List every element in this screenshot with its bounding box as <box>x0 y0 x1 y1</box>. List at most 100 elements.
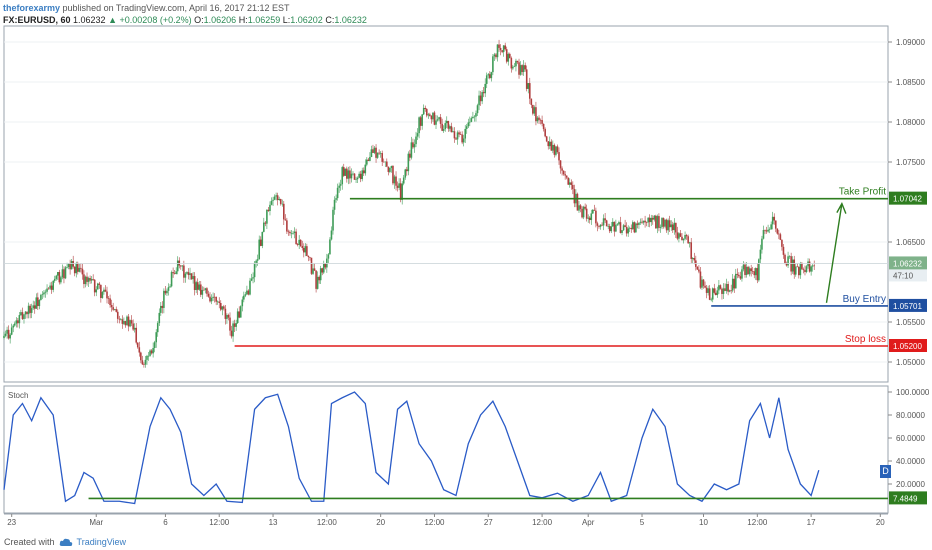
candle-body <box>342 167 345 176</box>
candle-body <box>813 265 816 267</box>
candle-body <box>21 312 24 319</box>
candle-body <box>418 117 420 134</box>
candle-body <box>441 123 443 131</box>
candle-body <box>785 263 788 266</box>
candle-body <box>95 289 98 293</box>
candle-body <box>731 278 734 291</box>
candle-body <box>338 185 340 188</box>
candle-body <box>23 314 25 319</box>
candle-body <box>419 117 422 126</box>
candle-body <box>412 142 414 148</box>
candle-body <box>804 270 806 272</box>
current-price-tag-label: 1.06232 <box>893 259 922 268</box>
candle-body <box>389 167 391 172</box>
candle-body <box>811 265 814 267</box>
candle-body <box>136 342 139 348</box>
candle-body <box>608 226 611 232</box>
candle-body <box>46 288 48 292</box>
candle-body <box>281 203 284 205</box>
stoch-support-tag <box>889 491 927 505</box>
candle-body <box>210 297 213 302</box>
candle-body <box>484 83 487 94</box>
candle-body <box>675 222 677 233</box>
candle-body <box>467 122 470 127</box>
candle-body <box>758 259 760 281</box>
candle-body <box>283 203 285 220</box>
candle-body <box>206 288 208 294</box>
candle-body <box>216 301 219 303</box>
candle-body <box>112 307 114 310</box>
candle-body <box>356 177 359 180</box>
candle-body <box>633 222 636 233</box>
candle-body <box>810 266 812 272</box>
candle-body <box>149 350 151 356</box>
candle-body <box>476 105 479 114</box>
candle-body <box>492 56 494 73</box>
candle-body <box>764 229 766 231</box>
candle-body <box>707 288 709 293</box>
countdown-tag <box>889 269 927 282</box>
candle-body <box>587 217 590 219</box>
d-badge[interactable]: D <box>880 465 891 478</box>
candle-body <box>193 276 196 290</box>
candle-body <box>739 276 742 279</box>
candle-body <box>73 266 76 274</box>
candle-body <box>462 138 465 143</box>
candle-body <box>513 66 516 67</box>
candle-body <box>123 321 125 324</box>
candle-body <box>767 229 769 232</box>
author-name[interactable]: theforexarmy <box>3 3 61 13</box>
candle-body <box>469 121 471 123</box>
footer: Created with TradingView <box>4 537 126 547</box>
candle-body <box>662 218 665 227</box>
candle-body <box>710 299 712 301</box>
candle-body <box>538 117 540 120</box>
candle-body <box>57 271 59 276</box>
time-tick-label: 20 <box>376 518 385 527</box>
candle-body <box>129 320 131 327</box>
candle-body <box>266 209 268 224</box>
candle-body <box>765 230 768 232</box>
candle-body <box>544 129 546 137</box>
level-tag-label: 1.07042 <box>893 195 922 204</box>
candle-body <box>127 316 130 327</box>
candle-body <box>72 261 74 267</box>
candle-body <box>421 114 423 126</box>
candle-body <box>699 271 702 288</box>
candle-body <box>278 198 280 200</box>
candle-body <box>559 160 562 169</box>
candle-body <box>107 298 110 299</box>
candle-body <box>410 142 413 158</box>
candle-body <box>590 213 593 221</box>
candle-body <box>17 320 19 324</box>
time-tick-label: 17 <box>807 518 816 527</box>
price-change: +0.00208 (+0.2%) <box>119 15 192 25</box>
candle-body <box>664 219 666 227</box>
candle-body <box>6 329 8 334</box>
candle-body <box>399 183 402 200</box>
candle-body <box>585 208 588 219</box>
candle-body <box>427 114 430 116</box>
candle-body <box>808 261 811 272</box>
candle-body <box>275 195 277 197</box>
candle-body <box>778 233 780 235</box>
candle-body <box>373 147 376 153</box>
candle-body <box>335 198 337 200</box>
candle-body <box>263 222 265 232</box>
candle-body <box>713 288 716 293</box>
candle-body <box>682 238 685 241</box>
candle-body <box>456 132 459 140</box>
candle-body <box>721 288 723 294</box>
candle-body <box>450 126 453 133</box>
candle-body <box>532 104 534 114</box>
candle-body <box>132 323 134 330</box>
candle-body <box>369 156 371 161</box>
time-tick-label: 23 <box>7 518 16 527</box>
candle-body <box>676 232 679 239</box>
candle-body <box>519 65 522 75</box>
arrow-shaft <box>825 203 843 303</box>
candle-body <box>607 226 609 227</box>
tradingview-brand[interactable]: TradingView <box>76 537 127 547</box>
price-tick-label: 1.07500 <box>896 158 925 167</box>
